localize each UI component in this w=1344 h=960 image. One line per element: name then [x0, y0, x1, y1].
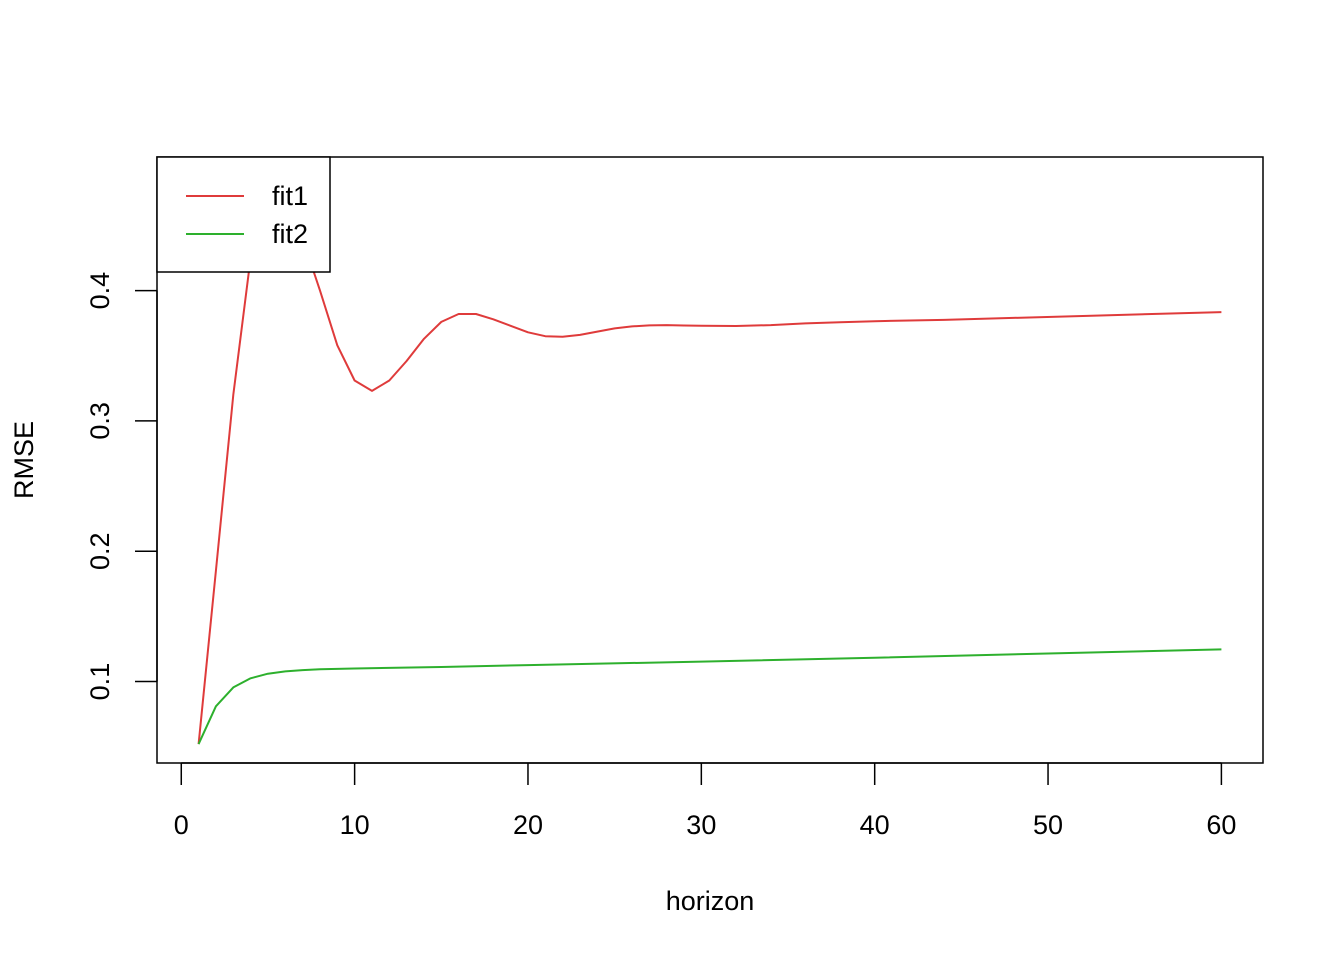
- series-line-fit2: [197, 648, 1222, 745]
- y-tick-label: 0.2: [85, 532, 115, 570]
- x-tick-label: 50: [1033, 810, 1063, 840]
- legend-label-fit2: fit2: [272, 219, 308, 249]
- x-axis-label: horizon: [666, 886, 755, 916]
- legend-box: [156, 156, 331, 273]
- legend: fit1 fit2: [156, 156, 331, 273]
- legend-label-fit1: fit1: [272, 181, 308, 211]
- y-axis-label: RMSE: [9, 421, 39, 499]
- y-axis: 0.1 0.2 0.3 0.4: [85, 272, 158, 701]
- x-tick-label: 10: [340, 810, 370, 840]
- x-tick-label: 20: [513, 810, 543, 840]
- y-tick-label: 0.4: [85, 272, 115, 310]
- x-tick-label: 0: [174, 810, 189, 840]
- y-tick-label: 0.1: [85, 663, 115, 701]
- y-tick-label: 0.3: [85, 402, 115, 440]
- x-tick-label: 30: [686, 810, 716, 840]
- x-tick-label: 40: [860, 810, 890, 840]
- x-tick-label: 60: [1206, 810, 1236, 840]
- x-axis: 0 10 20 30 40 50 60: [174, 762, 1236, 840]
